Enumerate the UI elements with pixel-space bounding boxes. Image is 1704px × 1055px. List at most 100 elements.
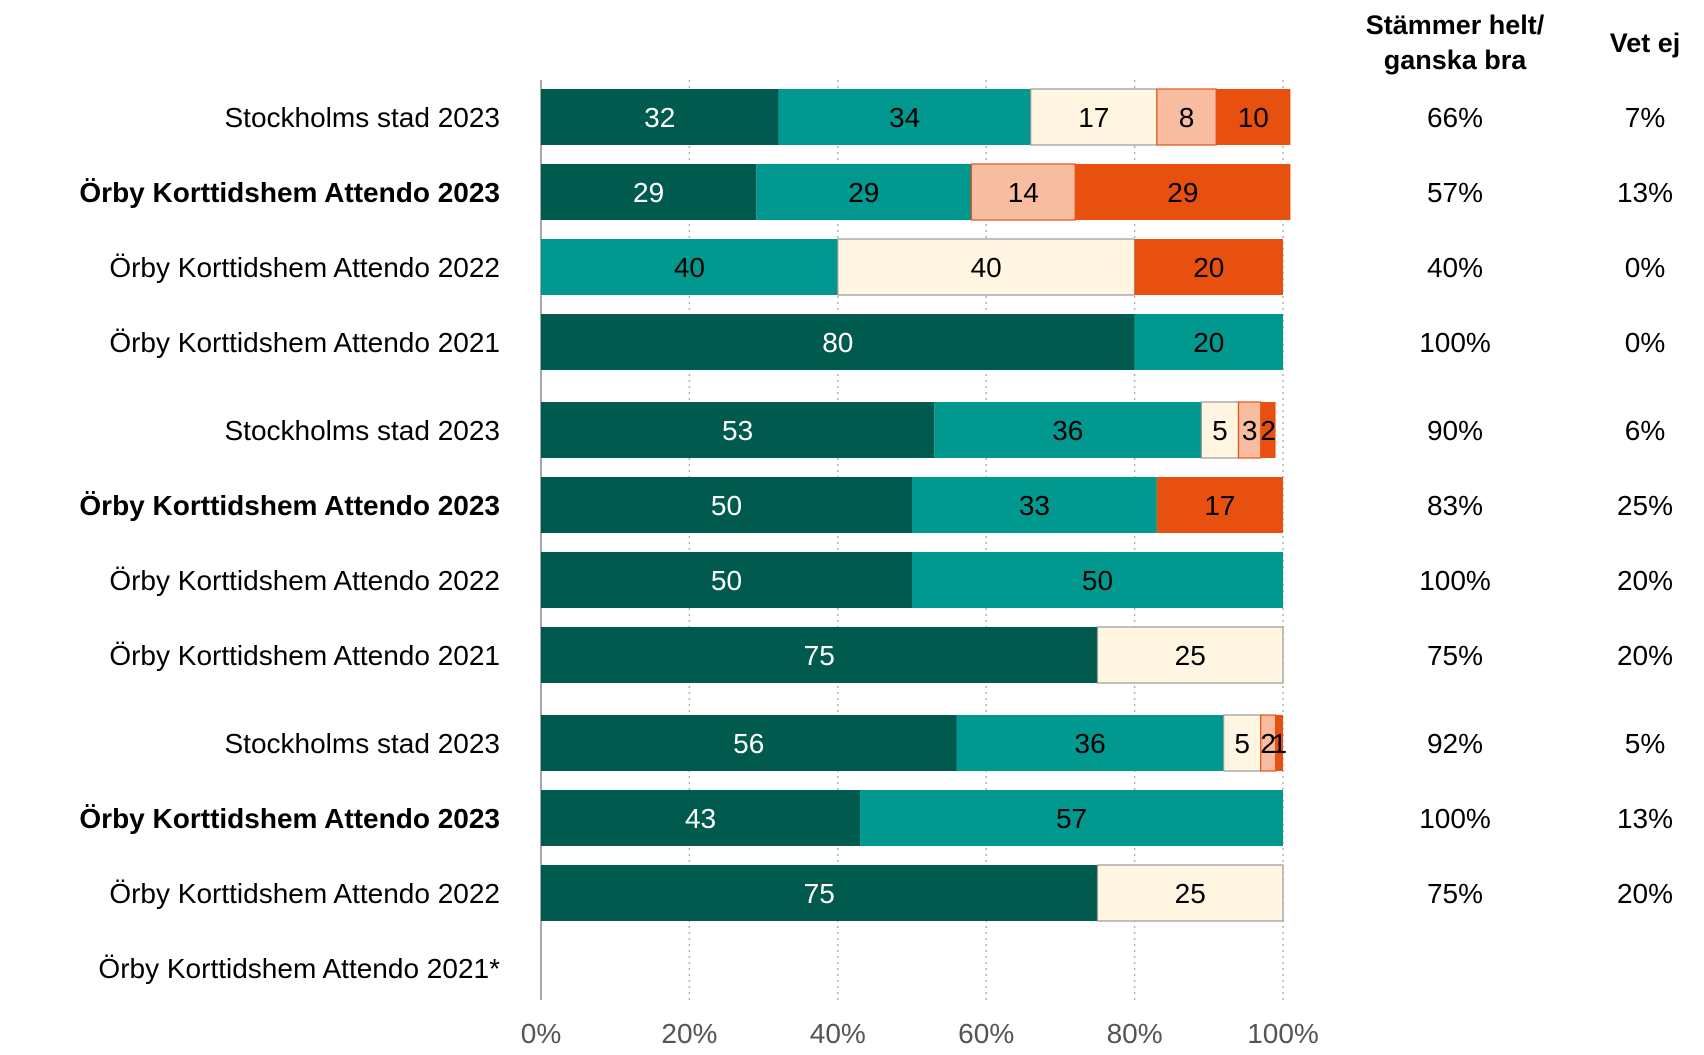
data-label: 56 bbox=[733, 728, 764, 759]
x-tick-label: 100% bbox=[1247, 1018, 1319, 1049]
data-label: 25 bbox=[1175, 878, 1206, 909]
bar-segment bbox=[1030, 88, 1158, 146]
data-label: 75 bbox=[804, 640, 835, 671]
bar-segment bbox=[970, 163, 1076, 221]
x-tick-label: 0% bbox=[521, 1018, 561, 1049]
category-label: Örby Korttidshem Attendo 2021 bbox=[109, 327, 500, 358]
dont-know-value: 25% bbox=[1617, 490, 1673, 521]
bar-segment bbox=[756, 164, 972, 220]
data-label: 40 bbox=[674, 252, 705, 283]
data-label: 32 bbox=[644, 102, 675, 133]
agree-value: 40% bbox=[1427, 252, 1483, 283]
bar-segment bbox=[541, 552, 912, 608]
bar-segment bbox=[541, 715, 957, 771]
agree-value: 57% bbox=[1427, 177, 1483, 208]
data-label: 1 bbox=[1272, 728, 1288, 759]
data-label: 5 bbox=[1234, 728, 1250, 759]
bar-segment bbox=[1096, 864, 1284, 922]
data-label: 5 bbox=[1212, 415, 1228, 446]
category-label: Örby Korttidshem Attendo 2022 bbox=[109, 565, 500, 596]
bar-segment bbox=[1156, 477, 1283, 533]
bar-segment bbox=[1275, 715, 1283, 771]
bar-segment bbox=[541, 627, 1098, 683]
agree-value: 75% bbox=[1427, 878, 1483, 909]
bar-segment bbox=[541, 477, 912, 533]
data-label: 57 bbox=[1056, 803, 1087, 834]
bar-segment bbox=[1200, 401, 1240, 459]
dont-know-value: 20% bbox=[1617, 640, 1673, 671]
dont-know-value: 20% bbox=[1617, 565, 1673, 596]
bar-segment bbox=[1156, 88, 1217, 146]
x-tick-label: 80% bbox=[1107, 1018, 1163, 1049]
bar-segment bbox=[1216, 89, 1291, 145]
bar-segment bbox=[1134, 314, 1283, 370]
bar-segment bbox=[541, 314, 1135, 370]
data-label: 36 bbox=[1052, 415, 1083, 446]
agree-column-header: ganska bra bbox=[1384, 45, 1528, 75]
bar-segment bbox=[541, 865, 1098, 921]
bar-segment bbox=[541, 402, 935, 458]
category-label: Örby Korttidshem Attendo 2022 bbox=[109, 252, 500, 283]
data-label: 33 bbox=[1019, 490, 1050, 521]
bar-segment bbox=[1075, 164, 1291, 220]
bar-segment bbox=[934, 402, 1202, 458]
dont-know-value: 20% bbox=[1617, 878, 1673, 909]
data-label: 3 bbox=[1242, 415, 1258, 446]
bar-segment bbox=[956, 715, 1224, 771]
dont-know-value: 0% bbox=[1625, 252, 1665, 283]
data-label: 29 bbox=[1167, 177, 1198, 208]
data-label: 29 bbox=[848, 177, 879, 208]
data-label: 10 bbox=[1238, 102, 1269, 133]
category-label: Stockholms stad 2023 bbox=[225, 415, 501, 446]
agree-value: 100% bbox=[1419, 803, 1491, 834]
data-label: 17 bbox=[1204, 490, 1235, 521]
bar-segment bbox=[1223, 714, 1262, 772]
bar-segment bbox=[778, 89, 1031, 145]
category-label: Örby Korttidshem Attendo 2022 bbox=[109, 878, 500, 909]
agree-column-header: Stämmer helt/ bbox=[1366, 10, 1545, 40]
category-label: Örby Korttidshem Attendo 2023 bbox=[79, 490, 500, 521]
data-label: 2 bbox=[1260, 415, 1276, 446]
x-tick-label: 20% bbox=[661, 1018, 717, 1049]
data-label: 53 bbox=[722, 415, 753, 446]
bar-segment bbox=[541, 790, 861, 846]
dont-know-value: 5% bbox=[1625, 728, 1665, 759]
data-label: 50 bbox=[1082, 565, 1113, 596]
category-label: Örby Korttidshem Attendo 2023 bbox=[79, 803, 500, 834]
bar-segment bbox=[541, 89, 779, 145]
bar-segment bbox=[1134, 239, 1283, 295]
agree-value: 75% bbox=[1427, 640, 1483, 671]
data-label: 75 bbox=[804, 878, 835, 909]
bar-segment bbox=[837, 238, 1136, 296]
dont-know-value: 0% bbox=[1625, 327, 1665, 358]
data-label: 8 bbox=[1179, 102, 1195, 133]
category-label: Örby Korttidshem Attendo 2023 bbox=[79, 177, 500, 208]
bar-segment bbox=[541, 239, 838, 295]
data-label: 43 bbox=[685, 803, 716, 834]
bar-segment bbox=[541, 164, 757, 220]
category-label: Örby Korttidshem Attendo 2021 bbox=[109, 640, 500, 671]
data-label: 17 bbox=[1078, 102, 1109, 133]
bar-segment bbox=[912, 552, 1283, 608]
data-label: 14 bbox=[1008, 177, 1039, 208]
agree-value: 100% bbox=[1419, 327, 1491, 358]
agree-value: 83% bbox=[1427, 490, 1483, 521]
dont-know-value: 7% bbox=[1625, 102, 1665, 133]
dont-know-value: 13% bbox=[1617, 177, 1673, 208]
data-label: 34 bbox=[889, 102, 920, 133]
dont-know-value: 6% bbox=[1625, 415, 1665, 446]
x-tick-label: 60% bbox=[958, 1018, 1014, 1049]
data-label: 50 bbox=[711, 490, 742, 521]
bar-segment bbox=[860, 790, 1283, 846]
agree-value: 100% bbox=[1419, 565, 1491, 596]
data-label: 20 bbox=[1193, 252, 1224, 283]
x-tick-label: 40% bbox=[810, 1018, 866, 1049]
category-label: Örby Korttidshem Attendo 2021* bbox=[98, 953, 500, 984]
category-label: Stockholms stad 2023 bbox=[225, 102, 501, 133]
bar-segment bbox=[1096, 626, 1284, 684]
agree-value: 66% bbox=[1427, 102, 1483, 133]
data-label: 40 bbox=[971, 252, 1002, 283]
data-label: 25 bbox=[1175, 640, 1206, 671]
